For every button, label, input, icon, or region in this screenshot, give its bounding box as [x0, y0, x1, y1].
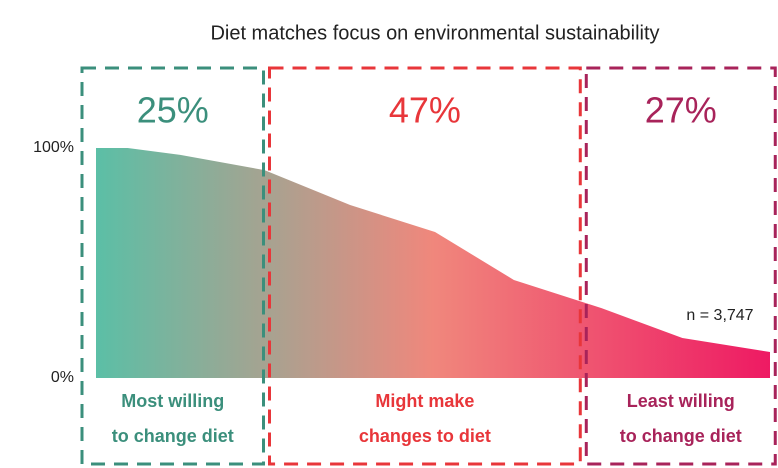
segment-box: [584, 66, 777, 466]
segment-value: 47%: [389, 90, 461, 131]
segment-box: [268, 66, 582, 466]
chart-title: Diet matches focus on environmental sust…: [210, 22, 659, 44]
annotation: n = 3,747: [686, 307, 753, 324]
segment-label: Least willing: [627, 391, 735, 411]
segment-label: to change diet: [112, 426, 234, 446]
area: [96, 148, 770, 378]
y-tick-label: 100%: [33, 139, 74, 156]
segment-box: [80, 66, 265, 466]
segment-label: to change diet: [620, 426, 742, 446]
y-tick-label: 0%: [51, 369, 74, 386]
segment-value: 25%: [137, 90, 209, 131]
segment-value: 27%: [645, 90, 717, 131]
segment-label: changes to diet: [359, 426, 491, 446]
segment-label: Most willing: [121, 391, 224, 411]
segment-label: Might make: [375, 391, 474, 411]
